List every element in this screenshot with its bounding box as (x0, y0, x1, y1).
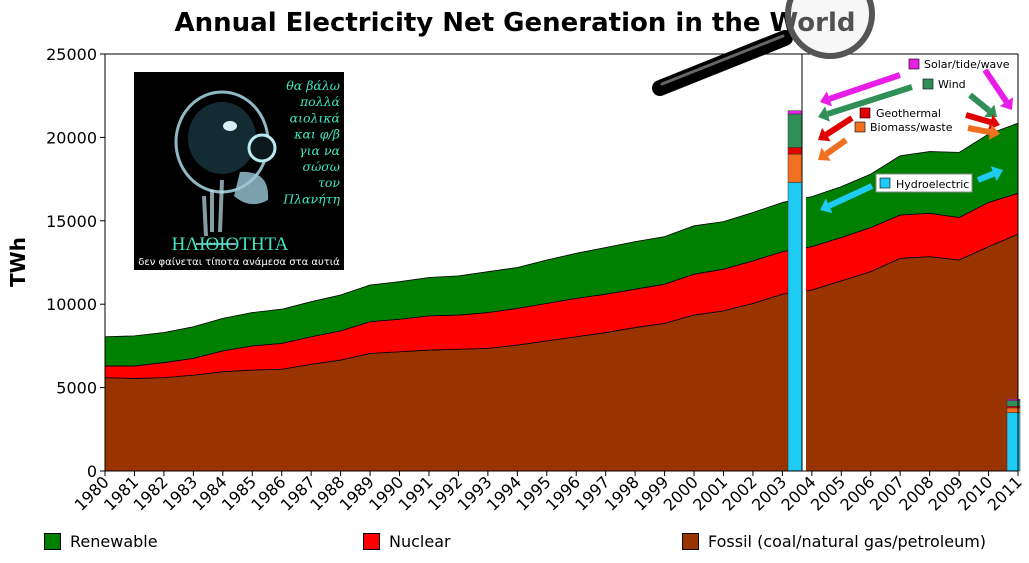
inset-bar-2011-seg-4 (1006, 399, 1021, 401)
legend-label-renewable: Renewable (70, 532, 158, 551)
inset-legend-swatch (879, 177, 891, 189)
arrow-head (988, 114, 1000, 130)
inset-legend-swatch (859, 107, 871, 119)
poster-caption: δεν φαίνεται τίποτα ανάμεσα στα αυτιά (138, 256, 340, 268)
arrow-shaft (967, 125, 991, 136)
arrow-head (820, 91, 833, 107)
poster-line: και φ/β (293, 127, 340, 142)
poster-line: τον (318, 175, 340, 190)
y-tick-labels: 0 5000 10000 15000 20000 25000 (46, 45, 105, 481)
plot-frame (104, 53, 1019, 472)
inset-bar-2003-seg-4 (787, 110, 803, 115)
poster-line: πολλά (299, 94, 341, 109)
inset-legend-swatch (854, 121, 866, 133)
inset-legend-label: Biomass/waste (870, 121, 953, 134)
y-tick-label: 0 (87, 462, 97, 481)
x-tick-label: 2011 (984, 472, 1026, 514)
arrow-head (818, 106, 830, 122)
inset-legend-label: Geothermal (876, 107, 941, 120)
legend-swatch-nuclear (363, 533, 380, 550)
inset-legend-label: Hydroelectric (896, 178, 969, 191)
legend-label-nuclear: Nuclear (389, 532, 451, 551)
arrow-head (984, 104, 997, 117)
poster-line: Πλανήτη (282, 191, 340, 206)
arrow-shaft (828, 72, 901, 102)
inset-legend-swatch (908, 58, 920, 70)
legend-swatch-fossil (682, 533, 699, 550)
inset-bars-group (787, 54, 1021, 472)
inset-bar-2003-seg-1 (787, 153, 803, 183)
inset-bar-2003-seg-2 (787, 147, 803, 155)
poster-headline: ΗΛΙΘΙΟΤΗΤΑ (172, 234, 289, 255)
inset-arrows (818, 68, 1014, 214)
y-tick-label: 5000 (56, 379, 97, 398)
arrow-shaft (965, 112, 992, 126)
inset-bar-2003-seg-3 (787, 113, 803, 148)
arrow-head (988, 124, 1000, 141)
inset-legend-swatch (922, 78, 934, 90)
arrow-head (820, 198, 833, 214)
xray-skull-icon (174, 90, 277, 245)
arrow-shaft (827, 183, 874, 209)
magnifier-icon (652, 0, 875, 96)
arrow-shaft (826, 84, 913, 117)
inset-legend-box-bg (875, 173, 973, 193)
arrow-shaft (824, 137, 848, 157)
inset-legend: Solar/tide/wave Wind GeothermalBiomass/was… (854, 58, 1010, 193)
inset-legend-label: Wind (938, 78, 966, 91)
arrow-shaft (824, 115, 854, 138)
poster-line: σώσω (303, 159, 340, 174)
x-tick-labels: 1980198119821983198419851986198719881989… (71, 471, 1026, 515)
y-tick-label: 25000 (46, 45, 97, 64)
arrow-head (990, 166, 1003, 182)
legend-item-nuclear: Nuclear (363, 532, 451, 551)
inset-bar-2003-seg-0 (787, 182, 803, 472)
axes-group (104, 53, 1019, 472)
arrow-shaft (982, 68, 1009, 104)
chart-title: Annual Electricity Net Generation in the… (175, 8, 856, 38)
poster-line: για να (299, 143, 340, 158)
legend-label-fossil: Fossil (coal/natural gas/petroleum) (708, 532, 987, 551)
y-axis-label: TWh (6, 237, 30, 287)
arrow-shaft (968, 92, 992, 114)
legend-item-fossil: Fossil (coal/natural gas/petroleum) (682, 532, 986, 551)
y-tick-label: 20000 (46, 128, 97, 147)
poster-line: αιολικά (290, 110, 341, 125)
legend-swatch-renewable (44, 533, 61, 550)
arrow-shaft (976, 170, 995, 183)
legend-item-renewable: Renewable (44, 532, 158, 551)
inset-divider (802, 54, 806, 471)
inset-legend-label: Solar/tide/wave (924, 58, 1010, 71)
arrow-head (818, 147, 831, 161)
poster-line: θα βάλω (286, 78, 340, 93)
arrow-head (818, 127, 831, 142)
y-tick-label: 10000 (46, 295, 97, 314)
arrow-head (999, 97, 1014, 110)
y-tick-label: 15000 (46, 212, 97, 231)
